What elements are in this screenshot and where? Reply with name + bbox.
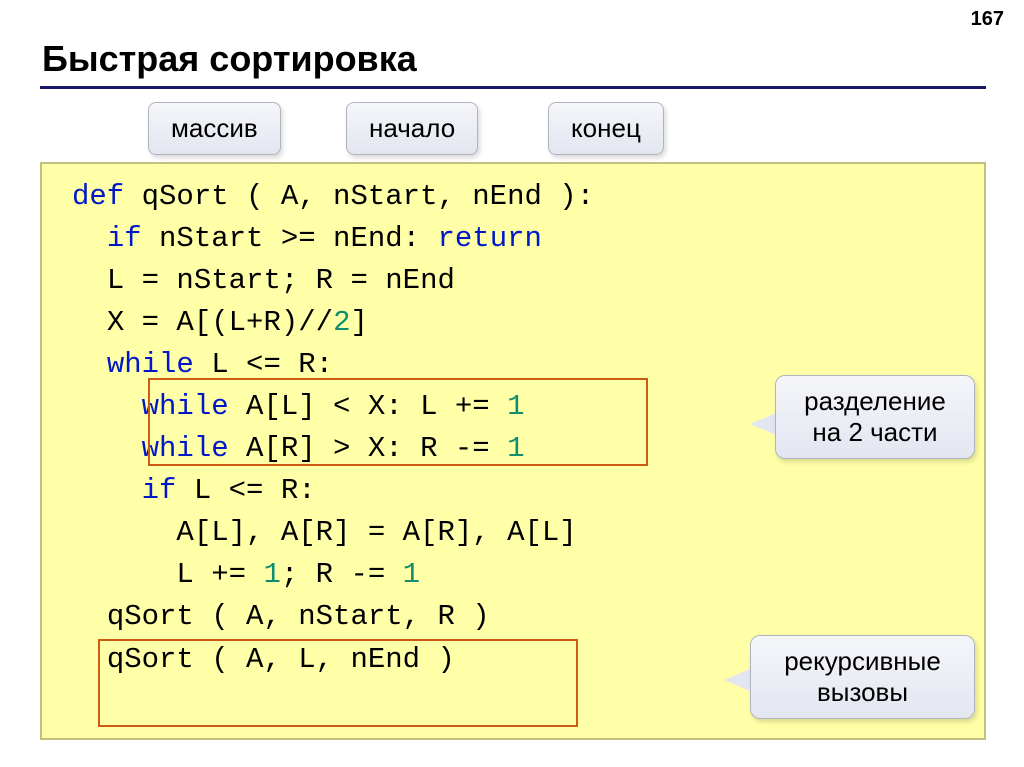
code-line4b: ] (350, 306, 367, 339)
kw-def: def (72, 180, 124, 213)
label-start: начало (346, 102, 478, 155)
num-1c: 1 (263, 558, 280, 591)
callout-tail-rec (724, 668, 752, 692)
code-cond1: nStart >= nEnd: (142, 222, 438, 255)
num-1b: 1 (507, 432, 524, 465)
code-rec1: qSort ( A, nStart, R ) (107, 600, 490, 633)
title-underline (40, 86, 986, 89)
callout-recursive: рекурсивные вызовы (750, 635, 975, 719)
kw-if1: if (107, 222, 142, 255)
kw-while2: while (142, 390, 229, 423)
callout-tail-split (750, 412, 778, 436)
code-whilecond3: A[R] > X: R -= (229, 432, 507, 465)
page-number: 167 (971, 8, 1004, 31)
code-whilecond2: A[L] < X: L += (229, 390, 507, 423)
slide-title: Быстрая сортировка (42, 38, 417, 80)
kw-return: return (437, 222, 541, 255)
num-2: 2 (333, 306, 350, 339)
code-inca: L += (176, 558, 263, 591)
label-array: массив (148, 102, 281, 155)
callout-rec-l1: рекурсивные (784, 646, 941, 676)
callout-split: разделение на 2 части (775, 375, 975, 459)
num-1a: 1 (507, 390, 524, 423)
callout-split-l1: разделение (804, 386, 946, 416)
kw-while3: while (142, 432, 229, 465)
num-1d: 1 (403, 558, 420, 591)
kw-while1: while (107, 348, 194, 381)
code-whilecond1: L <= R: (194, 348, 333, 381)
code-swap: A[L], A[R] = A[R], A[L] (176, 516, 576, 549)
code-line4a: X = A[(L+R)// (107, 306, 333, 339)
callout-split-l2: на 2 части (812, 417, 937, 447)
label-end: конец (548, 102, 664, 155)
code-line3: L = nStart; R = nEnd (107, 264, 455, 297)
code-rec2: qSort ( A, L, nEnd ) (107, 643, 455, 676)
callout-rec-l2: вызовы (817, 677, 908, 707)
code-incb: ; R -= (281, 558, 403, 591)
code-ifcond2: L <= R: (176, 474, 315, 507)
code-fn: qSort ( A, nStart, nEnd ): (124, 180, 594, 213)
kw-if2: if (142, 474, 177, 507)
